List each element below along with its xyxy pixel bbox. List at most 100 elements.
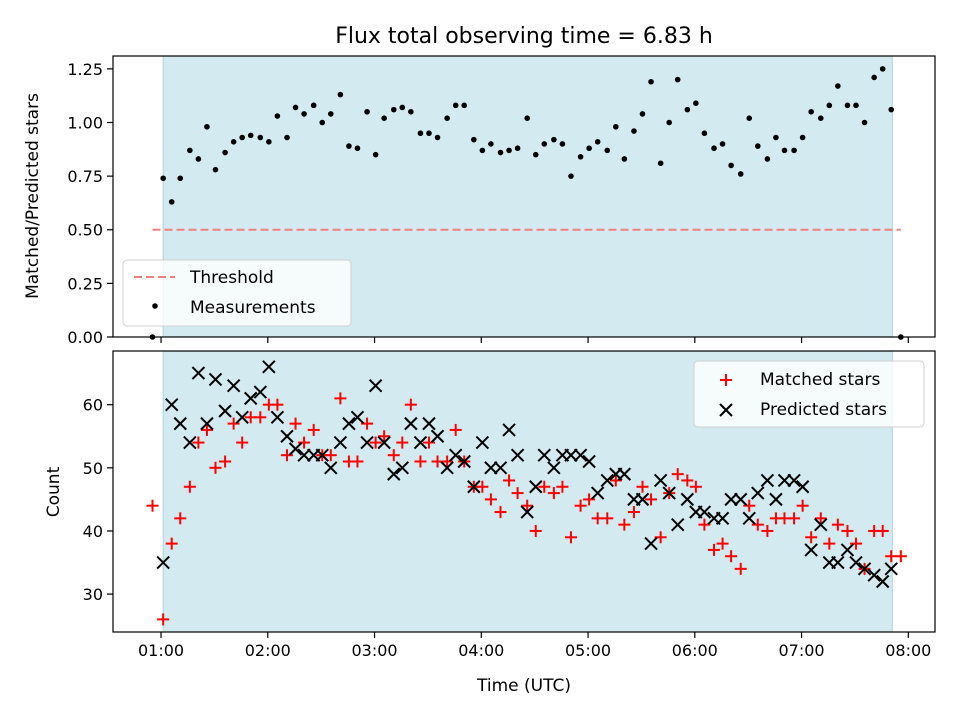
legend-predicted-swatch <box>719 403 733 417</box>
legend-bottom: Matched stars Predicted stars <box>693 360 925 428</box>
measurement-point <box>701 130 708 137</box>
predicted-stars-point <box>715 511 730 526</box>
matched-stars-point <box>396 436 409 449</box>
measurement-point <box>639 111 646 117</box>
matched-stars-point <box>209 461 222 474</box>
measurement-point <box>568 173 574 179</box>
y-tick-label: 0.25 <box>67 274 103 293</box>
measurement-point <box>212 166 219 173</box>
x-tick-label: 04:00 <box>458 641 504 660</box>
matched-stars-point <box>254 411 267 424</box>
predicted-stars-point <box>333 435 348 450</box>
matched-stars-point <box>538 480 551 493</box>
predicted-stars-point <box>288 442 303 456</box>
predicted-stars-point <box>840 543 855 557</box>
matched-stars-point <box>529 524 542 537</box>
measurement-point <box>746 115 753 122</box>
y-tick-label: 1.25 <box>67 60 103 79</box>
legend-threshold-label: Threshold <box>189 268 274 288</box>
predicted-stars-point <box>235 410 249 425</box>
predicted-stars-point <box>884 562 898 576</box>
measurement-point <box>826 102 833 109</box>
matched-stars-point <box>716 537 729 550</box>
predicted-stars-point <box>849 555 863 570</box>
predicted-stars-point <box>529 480 543 494</box>
measurement-point <box>613 123 619 130</box>
matched-stars-point <box>601 512 614 525</box>
predicted-stars-point <box>475 435 490 450</box>
matched-stars-point <box>449 423 462 436</box>
measurement-point <box>524 115 531 122</box>
matched-stars-point <box>503 474 516 487</box>
predicted-stars-point <box>804 543 818 557</box>
matched-stars-point <box>583 493 596 506</box>
measurement-point <box>301 111 307 117</box>
y-tick-label: 0.00 <box>67 328 103 347</box>
predicted-stars-point <box>617 467 632 481</box>
measurement-point <box>284 134 290 141</box>
predicted-stars-point <box>440 461 454 475</box>
measurement-point <box>364 108 370 115</box>
matched-stars-point <box>281 449 294 462</box>
matched-stars-point <box>236 436 249 449</box>
predicted-stars-point <box>777 473 792 488</box>
y-tick-label: 30 <box>83 585 103 604</box>
measurement-point <box>292 104 299 111</box>
measurement-point <box>381 115 387 122</box>
measurement-point <box>754 143 761 149</box>
predicted-stars-point <box>795 480 810 494</box>
measurement-point <box>621 156 628 162</box>
measurement-point <box>195 156 202 162</box>
predicted-stars-point <box>448 448 463 462</box>
predicted-stars-point <box>573 448 588 462</box>
matched-stars-point <box>671 468 684 481</box>
matched-stars-point <box>324 449 337 462</box>
predicted-stars-point <box>165 397 179 412</box>
predicted-stars-point <box>600 473 614 488</box>
matched-stars-point <box>183 480 196 493</box>
matched-stars-point <box>609 474 622 487</box>
legend-matched-swatch <box>720 374 732 386</box>
measurement-point <box>666 119 672 126</box>
measurement-point <box>247 132 254 139</box>
axes-frame <box>112 350 936 633</box>
predicted-stars-point <box>760 473 775 488</box>
legend-top: Threshold Measurements <box>122 259 352 327</box>
matched-stars-point <box>484 493 497 506</box>
predicted-stars-point <box>387 467 401 481</box>
measurement-point <box>257 134 264 141</box>
measurement-point <box>204 123 210 130</box>
measurement-point <box>497 149 504 156</box>
predicted-stars-point <box>590 486 605 500</box>
predicted-stars-point <box>404 416 418 431</box>
predicted-stars-point <box>653 473 668 488</box>
x-axis-label: Time (UTC) <box>476 676 571 696</box>
predicted-stars-point <box>156 555 170 570</box>
predicted-stars-point <box>520 505 534 519</box>
measurement-point <box>310 102 317 109</box>
measurement-point <box>337 91 344 98</box>
predicted-stars-point <box>200 416 214 431</box>
measurement-point <box>631 128 637 134</box>
matched-stars-point <box>298 436 311 449</box>
matched-stars-point <box>841 524 854 537</box>
measurement-point <box>426 130 432 137</box>
measurement-point <box>532 151 539 158</box>
predicted-stars-point <box>671 517 685 532</box>
predicted-stars-point <box>395 461 410 475</box>
predicted-stars-point <box>413 435 428 450</box>
y-tick-label: 0.50 <box>67 221 103 240</box>
matched-stars-point <box>387 449 400 462</box>
measurement-point <box>817 115 824 122</box>
predicted-stars-point <box>360 435 374 450</box>
top-y-axis-label: Matched/Predicted stars <box>23 93 43 299</box>
measurement-point <box>853 102 859 109</box>
matched-stars-point <box>307 423 320 436</box>
y-tick-label: 40 <box>83 522 103 541</box>
measurement-point <box>471 136 477 143</box>
measurement-point <box>835 83 841 89</box>
measurement-point <box>452 102 459 109</box>
matched-stars-point <box>521 499 534 512</box>
measurement-point <box>693 100 699 106</box>
